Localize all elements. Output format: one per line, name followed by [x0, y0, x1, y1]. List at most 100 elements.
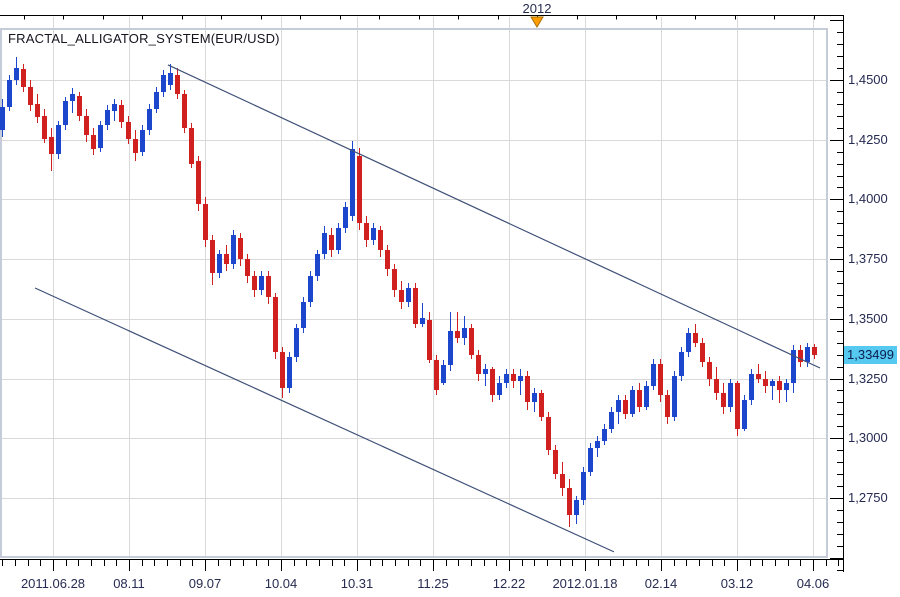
bull-candle [574, 500, 579, 515]
year-label: 2012 [522, 1, 552, 16]
bull-candle [168, 73, 173, 85]
bear-candle [175, 75, 180, 94]
bear-candle [329, 235, 334, 250]
bear-candle [525, 376, 530, 402]
bull-candle [7, 80, 12, 107]
bull-candle [742, 400, 747, 429]
date-axis-label: 11.25 [417, 576, 449, 591]
trend-channel[interactable] [34, 64, 821, 553]
bull-candle [105, 110, 110, 125]
bull-candle [14, 68, 19, 80]
bull-candle [294, 328, 299, 357]
bull-candle [581, 472, 586, 500]
bear-candle [623, 400, 628, 414]
bull-candle [651, 364, 656, 386]
bear-candle [252, 276, 257, 290]
bear-candle [49, 137, 54, 154]
date-axis-label: 2012.01.18 [552, 576, 618, 591]
bear-candle [434, 360, 439, 390]
bear-candle [665, 395, 670, 417]
bull-candle [161, 75, 166, 92]
bull-candle [728, 383, 733, 407]
bear-candle [777, 381, 782, 390]
bear-candle [378, 230, 383, 250]
bull-candle [147, 109, 152, 130]
price-axis-label: 1,3250 [848, 371, 888, 386]
bear-candle [28, 87, 33, 105]
bull-candle [287, 357, 292, 388]
bear-candle [693, 333, 698, 343]
bull-candle [532, 393, 537, 402]
date-axis-label: 08.11 [113, 576, 145, 591]
price-axis-label: 1,2750 [848, 490, 888, 505]
bear-candle [707, 362, 712, 379]
bear-candle [210, 240, 215, 273]
bull-candle [805, 347, 810, 362]
bull-candle [483, 369, 488, 374]
bull-candle [322, 233, 327, 254]
bear-candle [763, 379, 768, 386]
bear-candle [182, 94, 187, 128]
bull-candle [686, 333, 691, 352]
plot-area-border [0, 28, 828, 558]
price-axis-label: 1,4250 [848, 132, 888, 147]
bear-candle [238, 238, 243, 259]
bull-candle [308, 276, 313, 302]
bear-candle [364, 223, 369, 240]
price-axis-label: 1,3000 [848, 430, 888, 445]
bull-candle [791, 350, 796, 383]
bear-candle [637, 390, 642, 407]
bear-candle [84, 116, 89, 135]
bull-candle [784, 383, 789, 390]
bear-candle [700, 343, 705, 362]
trend-line-upper[interactable] [167, 64, 821, 369]
bear-candle [133, 139, 138, 153]
bear-candle [21, 69, 26, 87]
bear-candle [224, 254, 229, 264]
year-marker-icon[interactable] [530, 16, 544, 28]
bear-candle [469, 328, 474, 355]
trend-line-lower[interactable] [34, 287, 615, 553]
bear-candle [658, 364, 663, 395]
bear-candle [399, 290, 404, 302]
bull-candle [518, 376, 523, 381]
bear-candle [91, 135, 96, 149]
bull-candle [679, 352, 684, 376]
bull-candle [0, 107, 5, 130]
bull-candle [56, 125, 61, 154]
bull-candle [350, 149, 355, 216]
bear-candle [245, 259, 250, 276]
date-axis-label: 10.04 [264, 576, 298, 591]
price-axis-ticks[interactable] [830, 20, 843, 571]
bear-candle [77, 96, 82, 116]
bear-candle [455, 331, 460, 338]
candlestick-series [0, 57, 817, 527]
bull-candle [588, 448, 593, 472]
bear-candle [357, 156, 362, 223]
bull-candle [497, 383, 502, 395]
bull-candle [448, 331, 453, 365]
bear-candle [273, 297, 278, 352]
bear-candle [427, 320, 432, 360]
bull-candle [140, 130, 145, 152]
bull-candle [504, 374, 509, 383]
bear-candle [756, 374, 761, 379]
bear-candle [119, 105, 124, 122]
time-axis-ticks[interactable] [2, 559, 839, 571]
bull-candle [301, 302, 306, 328]
bull-candle [259, 276, 264, 290]
bull-candle [749, 374, 754, 400]
bull-candle [644, 386, 649, 407]
bear-candle [280, 352, 285, 388]
bear-candle [196, 161, 201, 204]
chart-title: FRACTAL_ALLIGATOR_SYSTEM(EUR/USD) [8, 31, 280, 46]
price-axis-label: 1,3500 [848, 311, 888, 326]
bear-candle [721, 393, 726, 407]
bear-candle [392, 269, 397, 290]
bull-candle [672, 376, 677, 417]
bear-candle [798, 350, 803, 362]
bull-candle [315, 254, 320, 276]
current-price-tag: 1,33499 [844, 346, 897, 364]
